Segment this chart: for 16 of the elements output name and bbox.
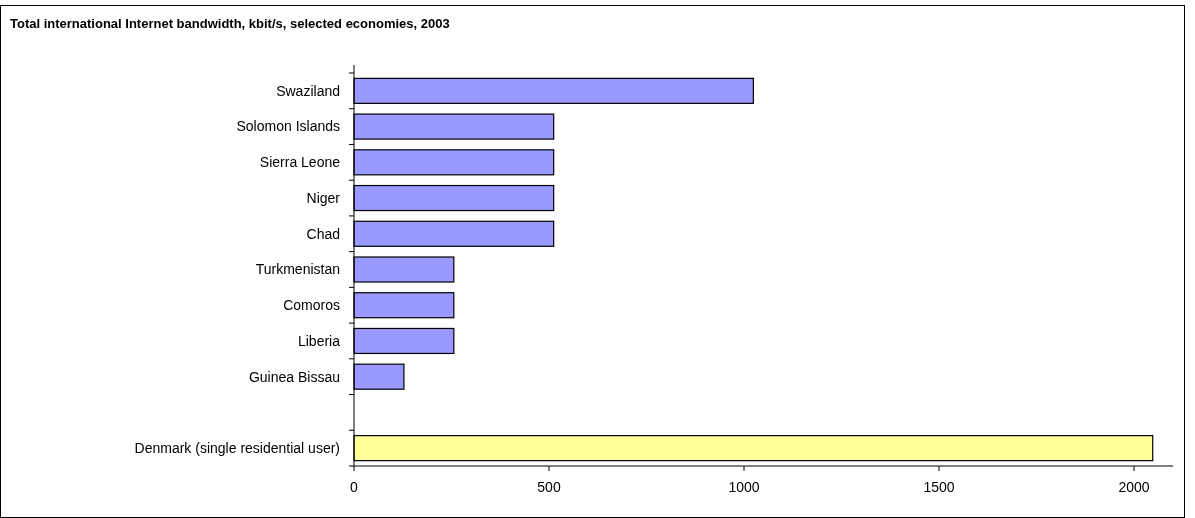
y-tick-label: Niger [306,189,341,206]
x-tick-label: 500 [537,479,561,495]
y-tick-label: Comoros [283,297,340,314]
y-tick-label: Sierra Leone [259,154,341,171]
x-tick-label: 1500 [923,479,955,495]
y-tick-label: Liberia [297,332,341,349]
y-tick-label: Denmark (single residential user) [134,440,340,457]
y-tick-label: Solomon Islands [236,118,340,135]
y-tick-label: Chad [306,225,340,242]
x-tick-label: 1000 [728,479,760,495]
y-tick-label: Turkmenistan [255,261,340,278]
text: Total international Internet bandwidth, kbit/s, selected economies, 2003 [10,16,450,31]
x-tick-label: 2000 [1118,479,1150,495]
y-tick-label: Swaziland [276,82,340,99]
x-tick-label: 0 [350,479,359,495]
y-tick-label: Guinea Bissau [248,368,340,385]
